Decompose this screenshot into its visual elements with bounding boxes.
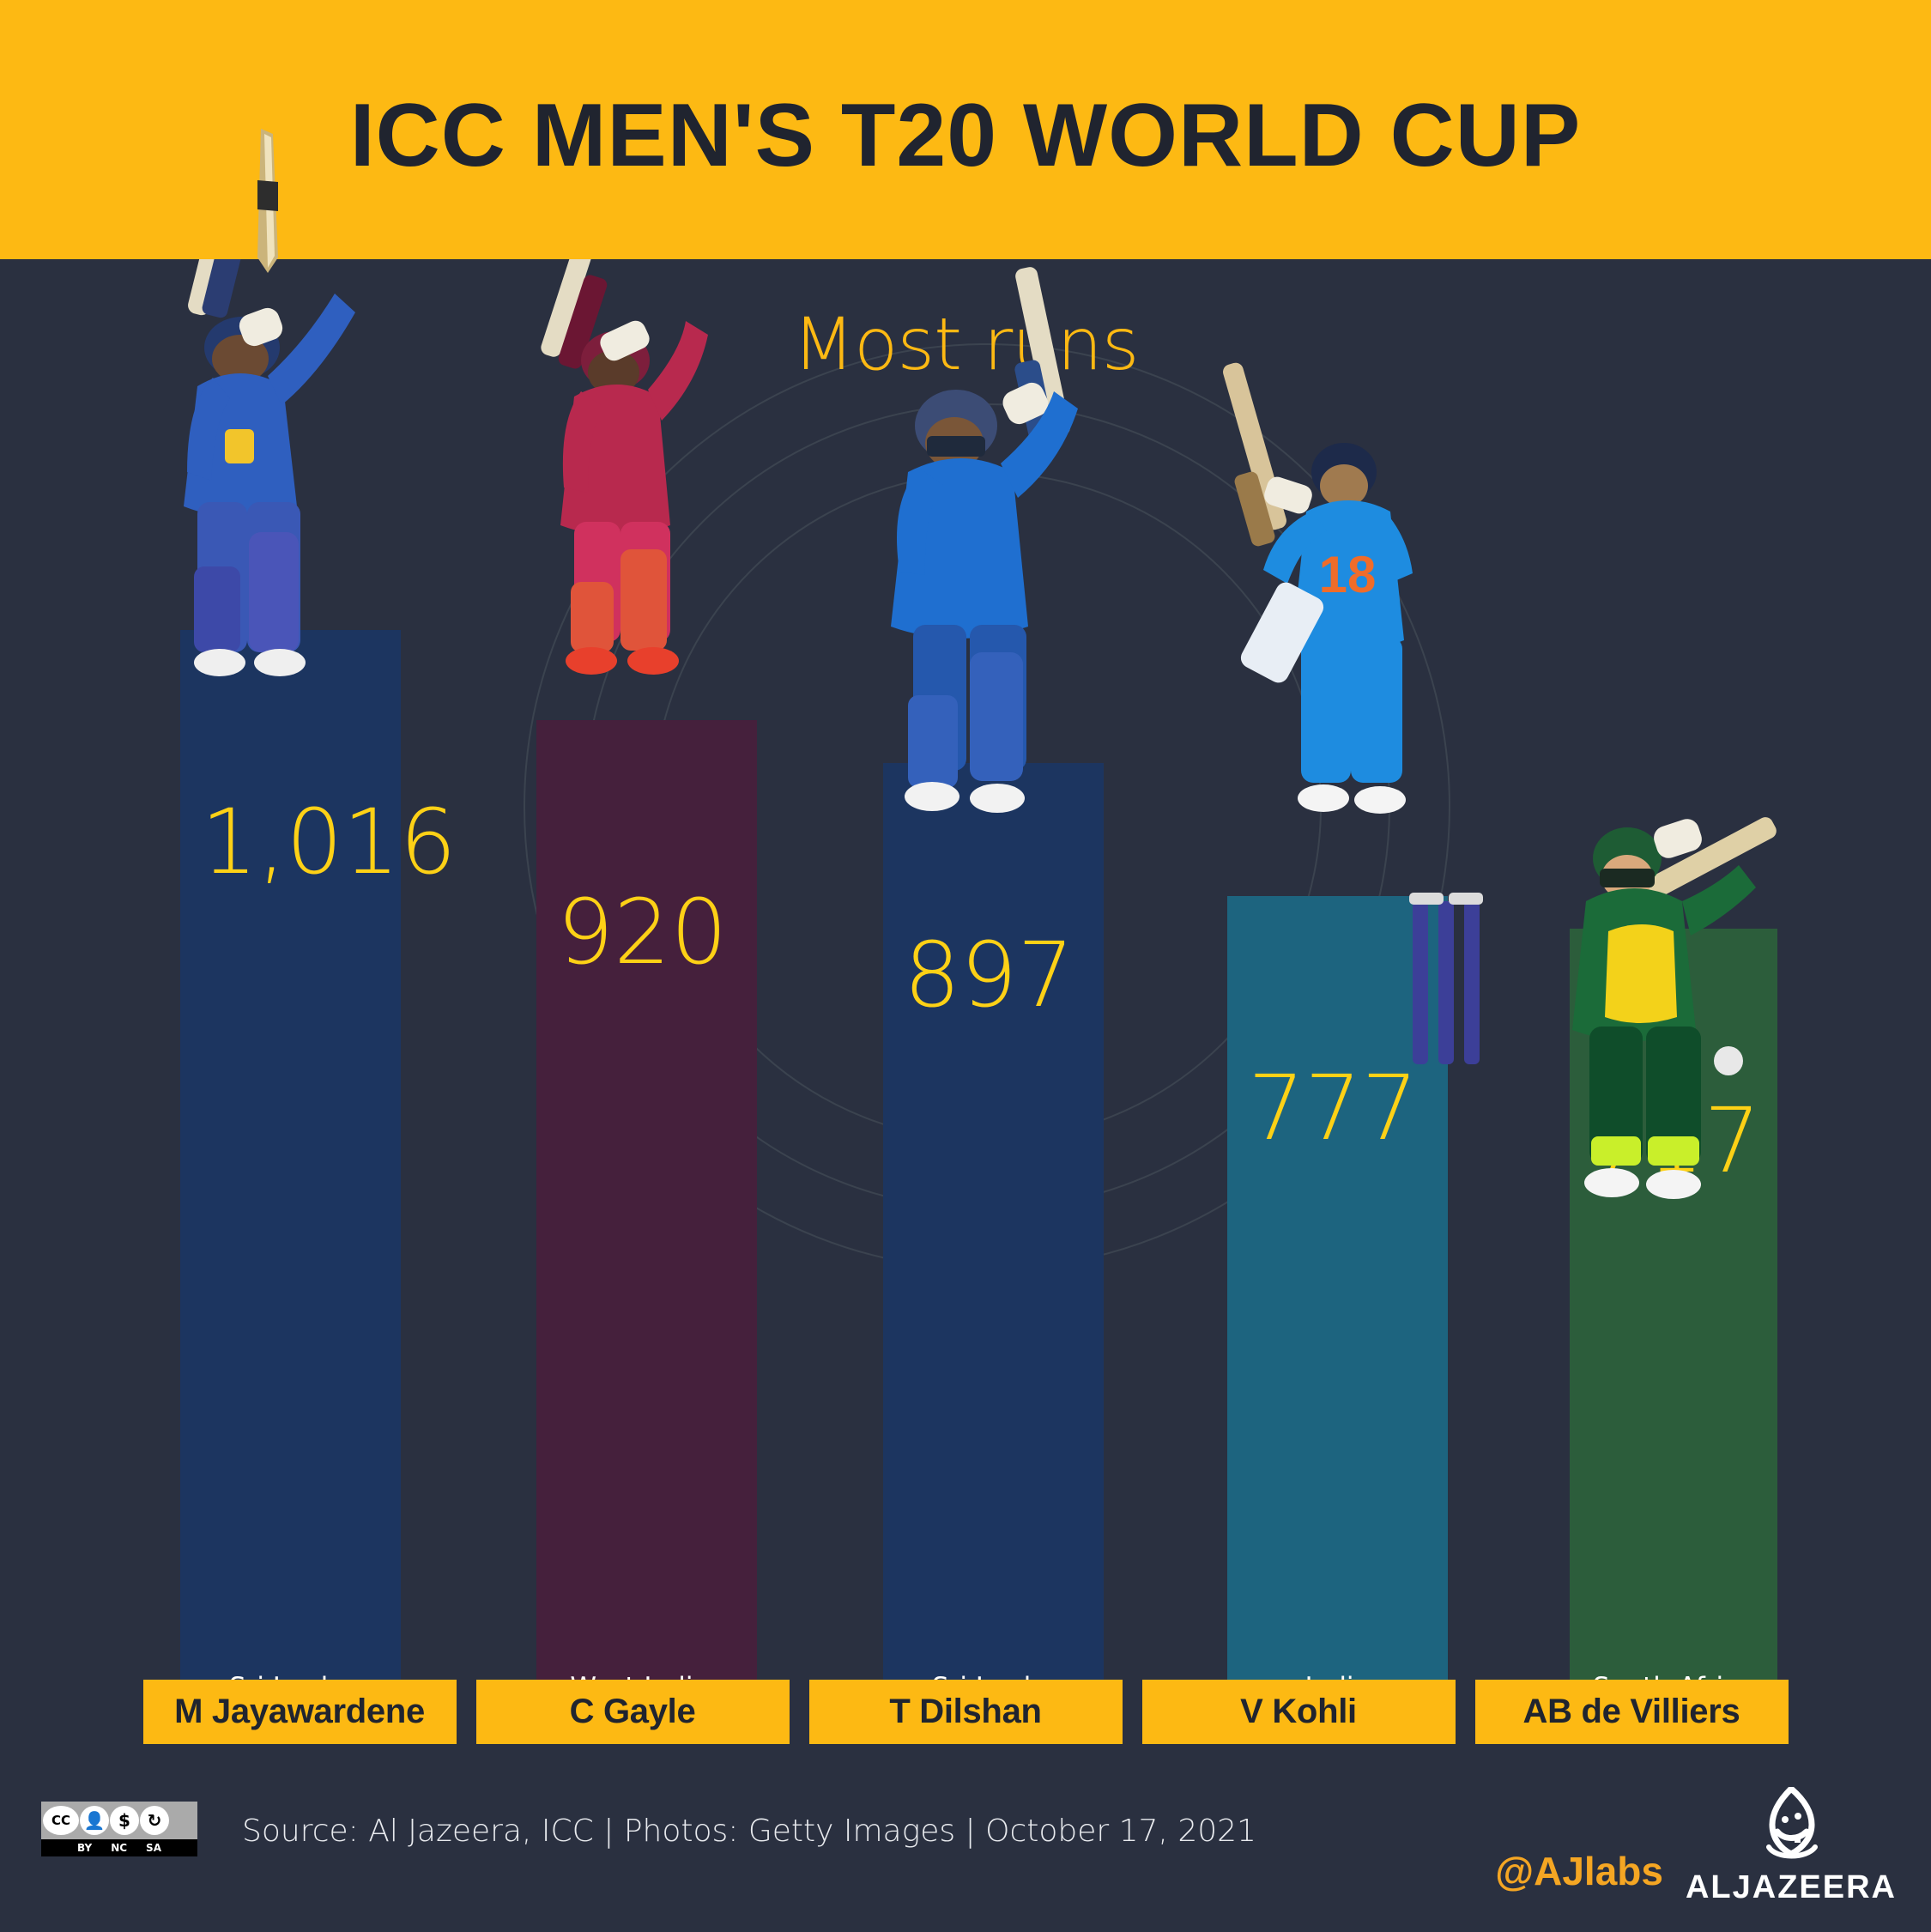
cc-by-icon: 👤	[80, 1806, 109, 1835]
bar-m-jayawardene[interactable]: 1,016 Sri Lanka	[180, 630, 457, 1718]
aljazeera-logo-block: ALJAZEERA	[1686, 1787, 1897, 1906]
cc-sa-icon: ↻	[140, 1806, 169, 1835]
name-tag-c-gayle[interactable]: C Gayle	[475, 1680, 790, 1744]
cc-by-label: BY	[77, 1842, 93, 1854]
bar-chart: Most runs 1,016 Sri Lanka 920 West Indie…	[0, 259, 1931, 1718]
bar-t-dilshan[interactable]: 897 Sri Lanka	[883, 763, 1104, 1718]
cc-nc-icon: $	[110, 1806, 139, 1835]
name-tag-m-jayawardene[interactable]: M Jayawardene	[142, 1680, 457, 1744]
source-credit: Source: Al Jazeera, ICC | Photos: Getty …	[242, 1814, 1256, 1849]
aljazeera-branding: @AJlabs ALJAZEERA	[1495, 1786, 1897, 1906]
cc-icon-row: CC 👤 $ ↻	[41, 1802, 197, 1839]
bar-value-ab-de-villiers: 717	[1590, 1088, 1761, 1193]
aljazeera-calligraphy-icon	[1765, 1787, 1818, 1859]
name-tag-t-dilshan[interactable]: T Dilshan	[808, 1680, 1123, 1744]
header-band: ICC MEN'S T20 WORLD CUP	[0, 0, 1931, 259]
aljazeera-wordmark: ALJAZEERA	[1685, 1869, 1897, 1905]
name-tag-ab-de-villiers[interactable]: AB de Villiers	[1474, 1680, 1789, 1744]
cc-logo-icon: CC	[43, 1806, 79, 1835]
creative-commons-by-nc-sa-icon[interactable]: CC 👤 $ ↻ BY NC SA	[41, 1802, 197, 1856]
bar-value-v-kohli: 777	[1248, 1056, 1419, 1160]
bar-value-c-gayle: 920	[557, 880, 728, 984]
page-title: ICC MEN'S T20 WORLD CUP	[349, 85, 1582, 185]
ajlabs-handle[interactable]: @AJlabs	[1495, 1849, 1663, 1893]
bar-value-t-dilshan: 897	[904, 923, 1074, 1027]
bar-value-m-jayawardene: 1,016	[201, 790, 457, 894]
chart-subtitle: Most runs	[792, 302, 1139, 386]
cc-nc-label: NC	[111, 1842, 128, 1854]
player-name-tag-row: M Jayawardene C Gayle T Dilshan V Kohli …	[0, 1680, 1931, 1747]
bar-ab-de-villiers[interactable]: 717 South Africa	[1570, 929, 1777, 1718]
bar-c-gayle[interactable]: 920 West Indies	[536, 720, 757, 1718]
bar-v-kohli[interactable]: 777 India	[1227, 896, 1448, 1718]
name-tag-v-kohli[interactable]: V Kohli	[1141, 1680, 1456, 1744]
footer: CC 👤 $ ↻ BY NC SA Source: Al Jazeera, IC…	[0, 1778, 1931, 1932]
cc-sa-label: SA	[146, 1842, 161, 1854]
cc-label-row: BY NC SA	[41, 1839, 197, 1856]
